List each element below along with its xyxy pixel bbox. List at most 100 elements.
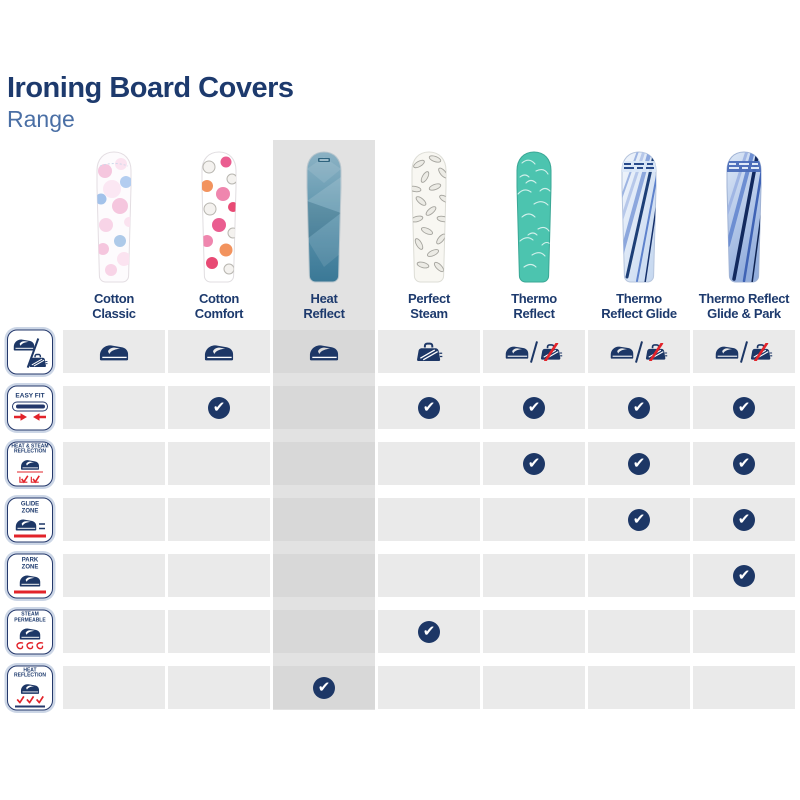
matrix-cell: [168, 610, 270, 653]
product-name-cell: Thermo Reflect Glide: [588, 288, 690, 330]
matrix-cell: [693, 666, 795, 709]
matrix-cell: [483, 386, 585, 429]
matrix-cell: [63, 554, 165, 597]
iron-icon: [19, 625, 41, 640]
matrix-cell: [483, 666, 585, 709]
iron-icon: [505, 343, 529, 360]
matrix-cell: [693, 442, 795, 485]
product-name-cell: Cotton Classic: [63, 288, 165, 330]
matrix-cell: [378, 442, 480, 485]
matrix-cell: [378, 554, 480, 597]
slash-divider: [635, 340, 643, 363]
matrix-cell: [588, 330, 690, 373]
page-subtitle: Range: [7, 106, 75, 132]
check-icon: [418, 396, 440, 419]
matrix-cell: [63, 330, 165, 373]
matrix-cell: [168, 498, 270, 541]
matrix-cell: [168, 554, 270, 597]
slash-divider: [740, 340, 748, 363]
check-icon: [523, 396, 545, 419]
matrix-cell: [588, 386, 690, 429]
glide-zone-icon: GLIDE ZONE: [7, 497, 53, 542]
matrix-cell: [378, 330, 480, 373]
product-name: Thermo Reflect: [511, 291, 557, 322]
matrix-cell: [378, 610, 480, 653]
steam-curls-icon: [16, 642, 44, 650]
matrix-cell: [273, 666, 375, 709]
matrix-cell: [273, 386, 375, 429]
matrix-cell: [168, 666, 270, 709]
thermo-reflect-cover-image: [516, 151, 552, 283]
page-title: Ironing Board Covers: [7, 72, 294, 104]
feature-row-heat-reflection: HEAT REFLECTION: [4, 665, 795, 710]
matrix-cell: [273, 554, 375, 597]
heat-reflect-cover-image: [306, 151, 342, 283]
no-steam-generator-icon: [749, 343, 773, 361]
matrix-cell: [588, 666, 690, 709]
matrix-cell: [168, 442, 270, 485]
product-name-cell: Cotton Comfort: [168, 288, 270, 330]
product-image-cell: [588, 140, 690, 288]
cotton-classic-cover-image: [96, 151, 132, 283]
no-steam-generator-icon: [644, 343, 668, 361]
inward-arrows-icon: [14, 413, 46, 421]
perfect-steam-cover-image: [411, 151, 447, 283]
matrix-cell: [588, 554, 690, 597]
thermo-reflect-glide-park-cover-image: [726, 151, 762, 283]
iron-icon: [309, 341, 339, 362]
product-image-cell: [273, 140, 375, 288]
product-name-cell: Heat Reflect: [273, 288, 375, 330]
matrix-cell: [378, 498, 480, 541]
matrix-cell: [483, 610, 585, 653]
matrix-cell: [693, 554, 795, 597]
matrix-cell: [273, 610, 375, 653]
matrix-cell: [273, 330, 375, 373]
check-icon: [733, 564, 755, 587]
matrix-cell: [63, 386, 165, 429]
product-name: Cotton Classic: [92, 291, 136, 322]
cotton-comfort-cover-image: [201, 151, 237, 283]
matrix-cell: [273, 498, 375, 541]
product-name: Perfect Steam: [408, 291, 450, 322]
check-icon: [313, 676, 335, 699]
product-image-cell: [378, 140, 480, 288]
feature-row-glide-zone: GLIDE ZONE: [4, 497, 795, 542]
matrix-cell: [693, 330, 795, 373]
iron-icon: [19, 681, 41, 694]
heat-check-marks: [16, 696, 44, 704]
iron-vs-steam-generator-icon: [7, 329, 53, 374]
product-name: Cotton Comfort: [194, 291, 244, 322]
iron-icon: [15, 517, 37, 532]
feature-row-iron-compatibility: [4, 329, 795, 374]
matrix-cell: [588, 442, 690, 485]
feature-row-steam-permeable: STEAM PERMEABLE: [4, 609, 795, 654]
check-icon: [733, 452, 755, 475]
slash-divider: [530, 340, 538, 363]
product-name-cell: Thermo Reflect Glide & Park: [693, 288, 795, 330]
no-steam-generator-icon: [539, 343, 563, 361]
matrix-cell: [63, 610, 165, 653]
matrix-cell: [483, 498, 585, 541]
feature-row-easy-fit: EASY FIT: [4, 385, 795, 430]
matrix-cell: [693, 386, 795, 429]
thermo-reflect-glide-cover-image: [621, 151, 657, 283]
iron-icon: [19, 457, 41, 470]
matrix-cell: [63, 442, 165, 485]
park-zone-icon: PARK ZONE: [7, 553, 53, 598]
product-names-row: Cotton Classic Cotton Comfort Heat Reflect …: [4, 288, 795, 330]
matrix-cell: [588, 610, 690, 653]
feature-row-park-zone: PARK ZONE: [4, 553, 795, 598]
matrix-cell: [483, 554, 585, 597]
heat-reflection-icon: HEAT REFLECTION: [7, 665, 53, 710]
iron-icon: [99, 341, 129, 362]
check-icon: [418, 620, 440, 643]
heat-steam-reflection-icon: HEAT & STEAM REFLECTION: [7, 441, 53, 486]
matrix-cell: [483, 330, 585, 373]
product-images-row: [4, 140, 795, 288]
check-icon: [628, 396, 650, 419]
matrix-cell: [273, 442, 375, 485]
iron-icon: [715, 343, 739, 360]
matrix-cell: [378, 386, 480, 429]
easy-fit-icon: EASY FIT: [7, 385, 53, 430]
iron-icon: [13, 336, 35, 351]
